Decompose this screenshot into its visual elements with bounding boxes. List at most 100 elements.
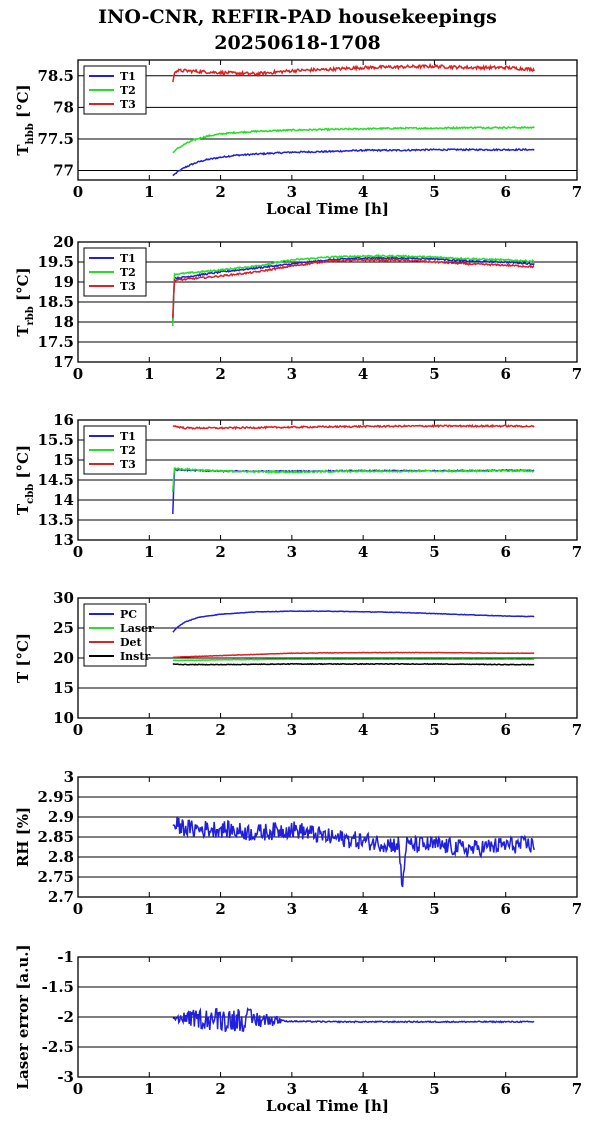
x-tick-label: 4 (358, 365, 368, 383)
y-axis-label-main: Laser error [a.u.] (14, 944, 32, 1089)
y-axis-label-unit: [°C] (14, 445, 32, 484)
x-tick-label: 7 (572, 900, 582, 918)
y-tick-label: 25 (53, 619, 74, 637)
y-axis-label-main: T (14, 503, 32, 515)
y-axis-label-main: T (14, 325, 32, 337)
series-line-t3 (172, 423, 535, 430)
x-tick-label: 4 (358, 543, 368, 561)
y-tick-label: 18.5 (37, 293, 74, 311)
y-tick-label: 30 (53, 589, 74, 607)
x-tick-label: 0 (73, 183, 83, 201)
x-tick-label: 1 (144, 183, 154, 201)
x-tick-label: 5 (429, 900, 439, 918)
legend-label: T3 (120, 280, 136, 293)
x-tick-label: 2 (215, 365, 225, 383)
legend-box (83, 425, 147, 475)
x-tick-label: 1 (144, 1080, 154, 1098)
y-tick-label: 20 (53, 649, 74, 667)
y-tick-label: 2.8 (48, 848, 74, 866)
chart-title-block: INO-CNR, REFIR-PAD housekeepings 2025061… (0, 4, 595, 56)
y-tick-label: 2.95 (37, 788, 74, 806)
y-axis-label: Thbb [°C] (14, 84, 36, 155)
y-tick-label: 14 (53, 491, 74, 509)
x-tick-label: 6 (500, 543, 510, 561)
y-tick-label: -1 (57, 948, 74, 966)
legend-label: T1 (120, 430, 136, 443)
x-tick-label: 6 (500, 1080, 510, 1098)
y-tick-label: 77 (53, 162, 74, 180)
y-tick-label: 78.5 (37, 67, 74, 85)
series-line-data (172, 817, 535, 888)
series-line-t2 (172, 125, 535, 154)
series-line-t2 (172, 467, 535, 493)
x-tick-label: 0 (73, 900, 83, 918)
plot-frame (77, 59, 578, 181)
legend-label: Laser (120, 622, 154, 635)
legend-label: T3 (120, 98, 136, 111)
legend-label: Det (120, 636, 143, 649)
chart-panel-6: -3 -2.5 -2 -1.5 -1 0 1 2 3 4 5 6 7 Laser error [a.u.]… (14, 944, 582, 1115)
y-axis-label-unit: [°C] (14, 267, 32, 306)
y-tick-label: -2.5 (42, 1038, 74, 1056)
y-tick-label: 2.85 (37, 828, 74, 846)
y-axis-label-sub: hbb (25, 123, 36, 144)
series-line-det (172, 651, 535, 659)
series-line-instr (172, 662, 535, 666)
series-line-t1 (172, 255, 535, 323)
x-tick-label: 2 (215, 183, 225, 201)
y-axis-label-sub: cbb (25, 484, 36, 504)
y-tick-label: 10 (53, 709, 74, 727)
x-axis-label: Local Time [h] (266, 1097, 389, 1115)
y-axis-label: RH [%] (14, 807, 32, 867)
x-tick-label: 2 (215, 1080, 225, 1098)
y-tick-label: 15 (53, 451, 74, 469)
x-tick-label: 3 (287, 365, 297, 383)
x-tick-label: 5 (429, 183, 439, 201)
y-tick-label: 77.5 (37, 130, 74, 148)
x-tick-label: 0 (73, 543, 83, 561)
y-axis-label-sub: rbb (25, 306, 36, 325)
y-tick-label: -1.5 (42, 978, 74, 996)
x-tick-label: 7 (572, 543, 582, 561)
x-tick-label: 0 (73, 721, 83, 739)
x-tick-label: 5 (429, 1080, 439, 1098)
x-tick-label: 2 (215, 900, 225, 918)
plot-frame (77, 419, 578, 541)
legend-label: T3 (120, 458, 136, 471)
x-tick-label: 1 (144, 365, 154, 383)
x-tick-label: 4 (358, 900, 368, 918)
series-line-t1 (172, 468, 535, 515)
y-tick-label: -2 (57, 1008, 74, 1026)
x-tick-label: 4 (358, 183, 368, 201)
x-tick-label: 3 (287, 900, 297, 918)
x-tick-label: 0 (73, 365, 83, 383)
x-tick-label: 5 (429, 721, 439, 739)
x-tick-label: 1 (144, 721, 154, 739)
y-axis-label-main: RH [%] (14, 807, 32, 867)
y-tick-label: 3 (64, 768, 74, 786)
series-line-t2 (172, 253, 535, 327)
series-line-data (172, 1006, 535, 1033)
x-tick-label: 6 (500, 900, 510, 918)
y-tick-label: 2.9 (48, 808, 74, 826)
y-axis-label-unit: [°C] (14, 633, 32, 672)
x-tick-label: 1 (144, 900, 154, 918)
legend-label: T2 (120, 84, 136, 97)
chart-panel-5: 2.7 2.75 2.8 2.85 2.9 2.95 3 0 1 2 3 4 5 6 7 RH [%] (14, 768, 582, 918)
y-tick-label: 2.7 (48, 888, 74, 906)
y-tick-label: 19 (53, 273, 74, 291)
x-tick-label: 0 (73, 1080, 83, 1098)
legend-label: T1 (120, 70, 136, 83)
y-tick-label: 13.5 (37, 511, 74, 529)
y-tick-label: 20 (53, 233, 74, 251)
x-tick-label: 3 (287, 183, 297, 201)
y-tick-label: 13 (53, 531, 74, 549)
y-tick-label: 78 (53, 98, 74, 116)
y-tick-label: -3 (57, 1068, 74, 1086)
x-tick-label: 5 (429, 365, 439, 383)
